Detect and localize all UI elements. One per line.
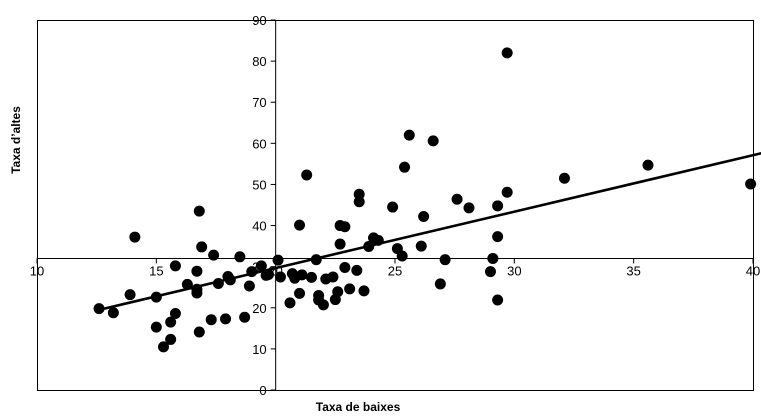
data-point xyxy=(191,265,203,277)
data-point xyxy=(124,289,136,301)
data-point xyxy=(484,266,496,278)
data-point xyxy=(193,205,205,217)
y-tick-label: 50 xyxy=(252,177,266,192)
data-point xyxy=(129,231,141,243)
data-point xyxy=(492,200,504,212)
data-point xyxy=(165,316,177,328)
data-points xyxy=(93,47,757,353)
data-point xyxy=(294,287,306,299)
trendline xyxy=(97,152,761,312)
data-point xyxy=(193,326,205,338)
x-tick-label: 10 xyxy=(30,263,44,278)
y-tick-label: 80 xyxy=(252,54,266,69)
data-point xyxy=(487,252,499,264)
data-point xyxy=(169,308,181,320)
data-point xyxy=(169,260,181,272)
data-point xyxy=(305,271,317,283)
y-axis-title: Taxa d’altes xyxy=(9,106,23,174)
data-point xyxy=(439,254,451,266)
y-tick-label: 90 xyxy=(252,13,266,28)
data-point xyxy=(387,201,399,213)
data-point xyxy=(157,341,169,353)
data-point xyxy=(334,238,346,250)
y-axis-ticks: 0102030405060708090 xyxy=(252,13,276,398)
x-axis-title: Taxa de baixes xyxy=(316,400,401,414)
data-point xyxy=(332,286,344,298)
data-point xyxy=(451,193,463,205)
data-point xyxy=(642,159,654,171)
x-tick-label: 15 xyxy=(149,263,163,278)
data-point xyxy=(353,188,365,200)
data-point xyxy=(358,285,370,297)
data-point xyxy=(255,260,267,272)
data-point xyxy=(243,280,255,292)
data-point xyxy=(205,314,217,326)
data-point xyxy=(272,254,284,266)
data-point xyxy=(463,202,475,214)
data-point xyxy=(344,283,356,295)
data-point xyxy=(403,129,415,141)
data-point xyxy=(415,240,427,252)
data-point xyxy=(492,231,504,243)
y-tick-label: 70 xyxy=(252,95,266,110)
data-point xyxy=(317,299,329,311)
data-point xyxy=(107,307,119,319)
y-tick-label: 10 xyxy=(252,342,266,357)
data-point xyxy=(234,251,246,263)
data-point xyxy=(196,241,208,253)
data-point xyxy=(558,172,570,184)
data-point xyxy=(294,219,306,231)
data-point xyxy=(418,211,430,223)
y-tick-label: 20 xyxy=(252,301,266,316)
plot-area-border xyxy=(37,20,754,391)
data-point xyxy=(239,311,251,323)
x-tick-label: 30 xyxy=(507,263,521,278)
x-tick-label: 25 xyxy=(388,263,402,278)
y-tick-label: 60 xyxy=(252,136,266,151)
data-point xyxy=(351,264,363,276)
data-point xyxy=(284,297,296,309)
data-point xyxy=(501,186,513,198)
data-point xyxy=(339,221,351,233)
x-tick-label: 35 xyxy=(626,263,640,278)
data-point xyxy=(274,271,286,283)
y-tick-label: 0 xyxy=(259,383,266,398)
data-point xyxy=(434,278,446,290)
y-tick-label: 40 xyxy=(252,219,266,234)
data-point xyxy=(165,333,177,345)
x-tick-label: 40 xyxy=(746,263,760,278)
data-point xyxy=(396,250,408,262)
data-point xyxy=(339,261,351,273)
data-point xyxy=(327,271,339,283)
data-point xyxy=(296,269,308,281)
data-point xyxy=(501,47,513,59)
data-point xyxy=(208,249,220,261)
data-point xyxy=(492,294,504,306)
data-point xyxy=(427,135,439,147)
x-axis-ticks: 10 15 20 25 30 35 40 xyxy=(30,258,760,278)
data-point xyxy=(745,178,757,190)
data-point xyxy=(301,169,313,181)
data-point xyxy=(220,313,232,325)
data-point xyxy=(150,321,162,333)
data-point xyxy=(399,161,411,173)
